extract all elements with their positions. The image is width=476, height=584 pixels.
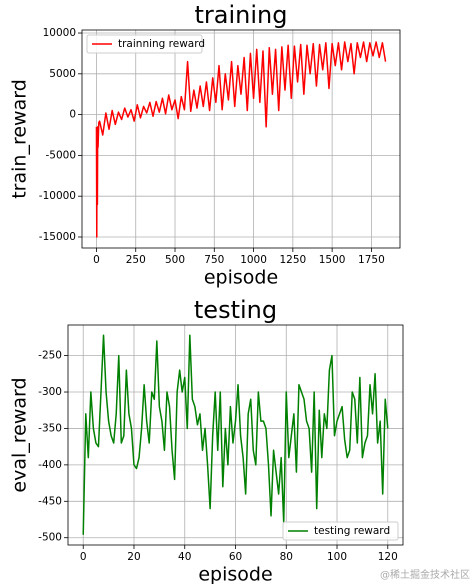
legend-box (282, 521, 399, 541)
x-axis-label: episode (204, 267, 278, 289)
x-axis-label: episode (198, 564, 272, 584)
x-tick-label: 20 (127, 551, 140, 563)
x-tick-label: 100 (327, 551, 347, 563)
x-tick-label: 1000 (240, 254, 267, 266)
x-tick-label: 1500 (319, 254, 346, 266)
x-tick-label: 750 (204, 254, 224, 266)
x-tick-label: 1250 (279, 254, 306, 266)
watermark: @稀土掘金技术社区 (380, 568, 470, 581)
x-tick-label: 0 (93, 254, 100, 266)
chart-title: training (195, 1, 288, 29)
x-tick-label: 500 (165, 254, 185, 266)
series-line (82, 334, 389, 535)
y-tick-label: -450 (38, 495, 62, 507)
y-axis-label: eval_reward (9, 377, 31, 492)
y-tick-label: -250 (38, 350, 62, 362)
legend-label: trainning reward (118, 38, 205, 50)
x-tick-label: 1750 (358, 254, 385, 266)
axes-frame (81, 29, 401, 249)
legend-box (86, 34, 203, 54)
y-tick-label: 10000 (43, 27, 76, 39)
y-tick-label: -300 (38, 386, 62, 398)
axes-frame (67, 324, 404, 546)
y-tick-label: -500 (38, 532, 62, 544)
legend-label: testing reward (314, 525, 390, 537)
x-tick-label: 250 (126, 254, 146, 266)
chart-title: testing (194, 296, 277, 324)
y-axis-label: train_reward (9, 79, 31, 199)
y-tick-label: -10000 (39, 190, 76, 202)
y-tick-label: 0 (69, 109, 76, 121)
y-tick-label: 5000 (49, 68, 76, 80)
y-tick-label: -5000 (45, 149, 76, 161)
x-tick-label: 0 (80, 551, 87, 563)
plot-area (82, 30, 400, 248)
y-tick-label: -15000 (39, 231, 76, 243)
y-tick-label: -350 (38, 422, 62, 434)
y-tick-label: -400 (38, 459, 62, 471)
series-line (95, 41, 387, 238)
x-tick-label: 80 (280, 551, 293, 563)
x-tick-label: 60 (229, 551, 242, 563)
x-tick-label: 120 (378, 551, 398, 563)
x-tick-label: 40 (178, 551, 191, 563)
